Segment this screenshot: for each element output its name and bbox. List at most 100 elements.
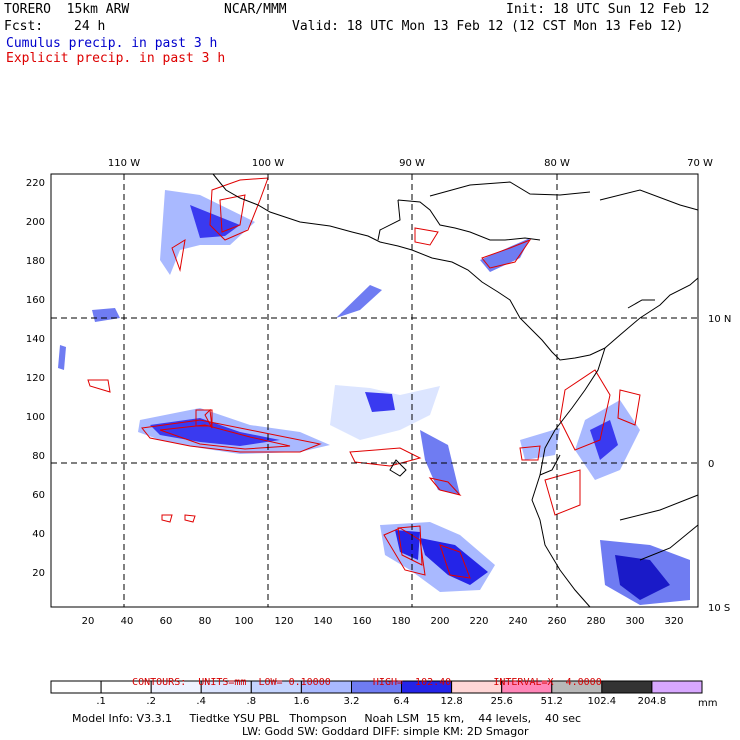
coastline xyxy=(619,494,699,521)
precip-contour xyxy=(428,477,462,496)
precip-contour xyxy=(559,369,611,451)
lon-label: 80 W xyxy=(544,158,570,169)
contour-low: LOW= 0.10000 xyxy=(258,677,331,688)
y-tick: 160 xyxy=(26,295,45,306)
lon-label: 70 W xyxy=(687,158,713,169)
explicit-precip-contours xyxy=(87,177,641,579)
x-tick: 120 xyxy=(274,616,293,627)
forecast-label: Fcst: xyxy=(4,19,44,34)
y-axis-ticks: 20 40 60 80 100 120 140 160 180 200 220 xyxy=(26,178,45,579)
colorbar-swatch xyxy=(50,680,102,694)
x-tick: 240 xyxy=(508,616,527,627)
y-tick: 140 xyxy=(26,334,45,345)
y-tick: 120 xyxy=(26,373,45,384)
y-tick: 220 xyxy=(26,178,45,189)
coastline xyxy=(389,459,407,477)
model-info-line2: LW: Godd SW: Goddard DIFF: simple KM: 2D… xyxy=(242,725,529,738)
precip-area xyxy=(420,430,460,495)
contour-high: HIGH= 102.40 xyxy=(372,677,452,688)
contour-units: UNITS=mm xyxy=(198,677,247,688)
colorbar-label: 12.8 xyxy=(440,696,462,707)
precip-contour xyxy=(141,419,322,453)
x-tick: 300 xyxy=(625,616,644,627)
y-tick: 20 xyxy=(32,568,45,579)
precip-contour xyxy=(397,525,423,566)
forecast-hours: 24 h xyxy=(74,19,106,34)
lat-label: 10 N xyxy=(708,314,731,325)
precip-area xyxy=(590,420,618,460)
contour-interval: INTERVAL=X 4.0000 xyxy=(493,677,602,688)
longitude-labels: 110 W 100 W 90 W 80 W 70 W xyxy=(108,158,713,169)
precip-contour xyxy=(544,469,581,516)
org-label: NCAR/MMM xyxy=(224,2,287,17)
precip-contour xyxy=(204,408,213,429)
precip-contour xyxy=(161,514,173,523)
explicit-field-title: Explicit precip. in past 3 h xyxy=(6,51,226,66)
coastline xyxy=(212,173,606,361)
x-tick: 100 xyxy=(234,616,253,627)
lat-label: 10 S xyxy=(708,603,730,614)
coastline xyxy=(599,189,699,211)
colorbar-label: 204.8 xyxy=(638,696,667,707)
precip-contour xyxy=(414,227,439,246)
x-tick: 140 xyxy=(313,616,332,627)
latitude-labels: 10 N 0 10 S xyxy=(708,314,731,614)
model-info-line1: Model Info: V3.3.1 Tiedtke YSU PBL Thomp… xyxy=(72,712,582,725)
precip-contour xyxy=(439,544,471,579)
precip-area xyxy=(336,285,382,318)
precip-area xyxy=(58,345,66,370)
precip-contour xyxy=(209,177,269,241)
lon-label: 100 W xyxy=(252,158,284,169)
x-tick: 180 xyxy=(391,616,410,627)
colorbar-unit: mm xyxy=(698,698,717,709)
precip-contour xyxy=(171,238,186,272)
colorbar-label: 6.4 xyxy=(394,696,410,707)
x-tick: 80 xyxy=(199,616,212,627)
colorbar-label: 102.4 xyxy=(587,696,616,707)
precip-area xyxy=(150,418,280,446)
lat-label: 0 xyxy=(708,459,714,470)
valid-time: Valid: 18 UTC Mon 13 Feb 12 (12 CST Mon … xyxy=(292,19,684,34)
precip-contour xyxy=(383,527,426,576)
x-tick: 320 xyxy=(664,616,683,627)
colorbar-label: 3.2 xyxy=(344,696,360,707)
precip-area xyxy=(365,392,395,412)
x-tick: 60 xyxy=(160,616,173,627)
precip-contour xyxy=(349,447,422,467)
y-tick: 200 xyxy=(26,217,45,228)
init-time: Init: 18 UTC Sun 12 Feb 12 xyxy=(506,2,710,17)
colorbar-label: .8 xyxy=(247,696,257,707)
graticule xyxy=(51,174,698,607)
precip-contour xyxy=(481,238,532,269)
colorbar-label: .2 xyxy=(146,696,156,707)
precip-area xyxy=(420,538,488,585)
coastline xyxy=(627,299,655,309)
coastline xyxy=(377,199,401,241)
contour-label: CONTOURS: xyxy=(132,677,187,688)
precip-area xyxy=(615,555,670,600)
contour-info: CONTOURS: UNITS=mm LOW= 0.10000 HIGH= 10… xyxy=(120,666,602,688)
y-tick: 180 xyxy=(26,256,45,267)
colorbar-label: .1 xyxy=(96,696,106,707)
lon-label: 110 W xyxy=(108,158,140,169)
cumulus-field-title: Cumulus precip. in past 3 h xyxy=(6,36,218,51)
x-tick: 160 xyxy=(352,616,371,627)
precip-contour xyxy=(159,424,291,450)
coastline xyxy=(639,524,699,561)
coastline xyxy=(604,277,699,349)
colorbar-label: 25.6 xyxy=(491,696,513,707)
lon-label: 90 W xyxy=(399,158,425,169)
colorbar-label: .4 xyxy=(196,696,206,707)
x-tick: 20 xyxy=(82,616,95,627)
colorbar: .1 .2 .4 .8 1.6 3.2 6.4 12.8 25.6 51.2 102.4 204.8 xyxy=(50,680,703,707)
x-tick: 40 xyxy=(121,616,134,627)
coastline xyxy=(397,199,541,241)
colorbar-label: 51.2 xyxy=(541,696,563,707)
coastlines xyxy=(212,173,699,608)
cumulus-precip-areas xyxy=(58,190,690,605)
x-tick: 280 xyxy=(586,616,605,627)
colorbar-swatch xyxy=(601,680,653,694)
precip-contour xyxy=(195,409,213,427)
model-title: TORERO 15km ARW xyxy=(4,2,130,17)
